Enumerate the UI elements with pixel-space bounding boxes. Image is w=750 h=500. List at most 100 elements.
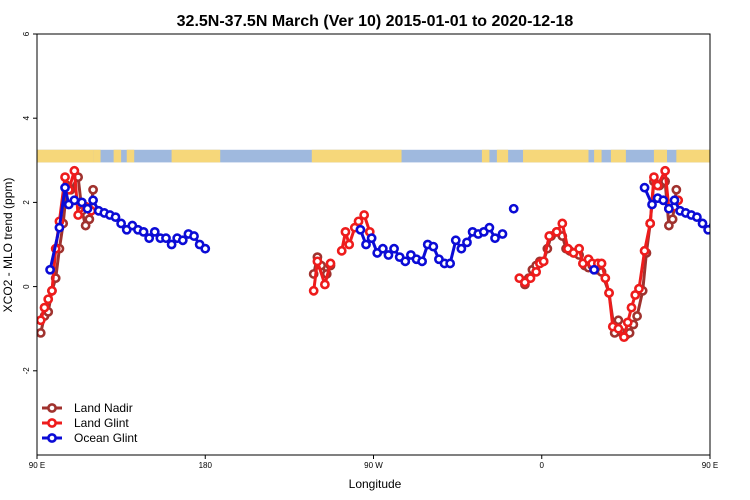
data-point [353, 216, 364, 227]
data-point [336, 245, 347, 256]
data-point [88, 195, 98, 206]
land-strip-segment [126, 149, 135, 163]
data-point [703, 224, 710, 235]
legend-label: Land Glint [74, 416, 129, 430]
data-point [497, 229, 508, 239]
data-point [37, 328, 46, 338]
x-axis-label: Longitude [349, 477, 402, 491]
data-point [647, 199, 657, 210]
data-point [47, 285, 57, 296]
data-point [45, 264, 55, 275]
data-point [355, 224, 366, 235]
y-tick-label: 0 [22, 284, 31, 289]
land-ocean-strip [37, 149, 710, 163]
data-point [82, 203, 93, 214]
data-point [377, 243, 388, 254]
data-point [632, 311, 642, 321]
data-point [634, 283, 644, 294]
data-point [166, 239, 177, 250]
data-point [400, 256, 411, 267]
data-point [361, 239, 371, 250]
x-tick-label: 90 E [29, 461, 45, 470]
data-point [669, 195, 680, 206]
data-point [340, 226, 351, 237]
data-point [697, 218, 708, 229]
data-point [428, 241, 439, 252]
land-strip-segment [93, 149, 101, 163]
land-strip-segment [496, 149, 509, 163]
land-strip-segment [311, 149, 402, 163]
data-point [73, 210, 84, 220]
data-point [622, 317, 633, 328]
data-point [189, 231, 199, 241]
x-tick-label: 90 E [702, 461, 718, 470]
land-strip-segment [171, 149, 221, 163]
data-point [325, 258, 336, 269]
data-point [508, 203, 519, 214]
x-tick-label: 180 [199, 461, 213, 470]
data-point [60, 172, 70, 183]
data-point [490, 233, 500, 244]
data-point [319, 279, 330, 290]
data-point [484, 222, 495, 233]
data-point [149, 226, 160, 237]
data-point [177, 235, 188, 246]
data-point [660, 165, 671, 176]
data-point [138, 226, 149, 237]
data-point [639, 245, 650, 256]
land-strip-segment [523, 149, 589, 163]
data-point [649, 172, 659, 183]
legend-marker [47, 403, 57, 413]
x-tick-label: 90 W [364, 461, 383, 470]
data-point [69, 165, 80, 176]
data-point [60, 182, 70, 193]
data-point [200, 243, 211, 254]
data-point [604, 288, 614, 298]
land-strip-segment [676, 149, 710, 163]
data-point [76, 197, 87, 208]
x-tick-label: 0 [540, 461, 545, 470]
data-point [37, 315, 46, 326]
data-point [43, 294, 54, 305]
data-point [667, 214, 678, 225]
data-point [600, 273, 611, 284]
data-point [639, 182, 650, 193]
data-point [359, 210, 370, 220]
data-point [692, 212, 702, 223]
data-point [596, 258, 607, 269]
data-point [366, 233, 377, 244]
chart-title: 32.5N-37.5N March (Ver 10) 2015-01-01 to… [177, 13, 574, 30]
y-tick-label: 4 [22, 115, 31, 120]
data-point [84, 214, 95, 225]
land-strip-segment [610, 149, 626, 163]
data-point [551, 226, 562, 237]
data-point [525, 273, 536, 284]
data-point [531, 266, 542, 277]
plot-series [37, 165, 710, 343]
data-point [645, 218, 656, 229]
land-strip-segment [653, 149, 668, 163]
data-point [456, 243, 467, 254]
data-point [308, 285, 319, 296]
data-point [161, 233, 171, 244]
legend-label: Land Nadir [74, 401, 133, 415]
land-strip-segment [594, 149, 602, 163]
data-point [312, 256, 323, 267]
data-point [450, 235, 461, 246]
land-strip-segment [481, 149, 490, 163]
data-point [589, 264, 599, 275]
data-point [658, 195, 669, 206]
data-point [88, 184, 98, 195]
data-point [613, 323, 624, 334]
data-point [54, 222, 65, 233]
data-point [619, 332, 629, 343]
y-axis: -2 0 2 4 6 [22, 31, 37, 374]
legend-marker [47, 418, 57, 428]
data-point [557, 218, 568, 229]
data-point [652, 180, 663, 191]
data-point [344, 239, 355, 250]
data-point [110, 212, 121, 223]
y-tick-label: 6 [22, 31, 31, 36]
data-point [417, 256, 428, 267]
